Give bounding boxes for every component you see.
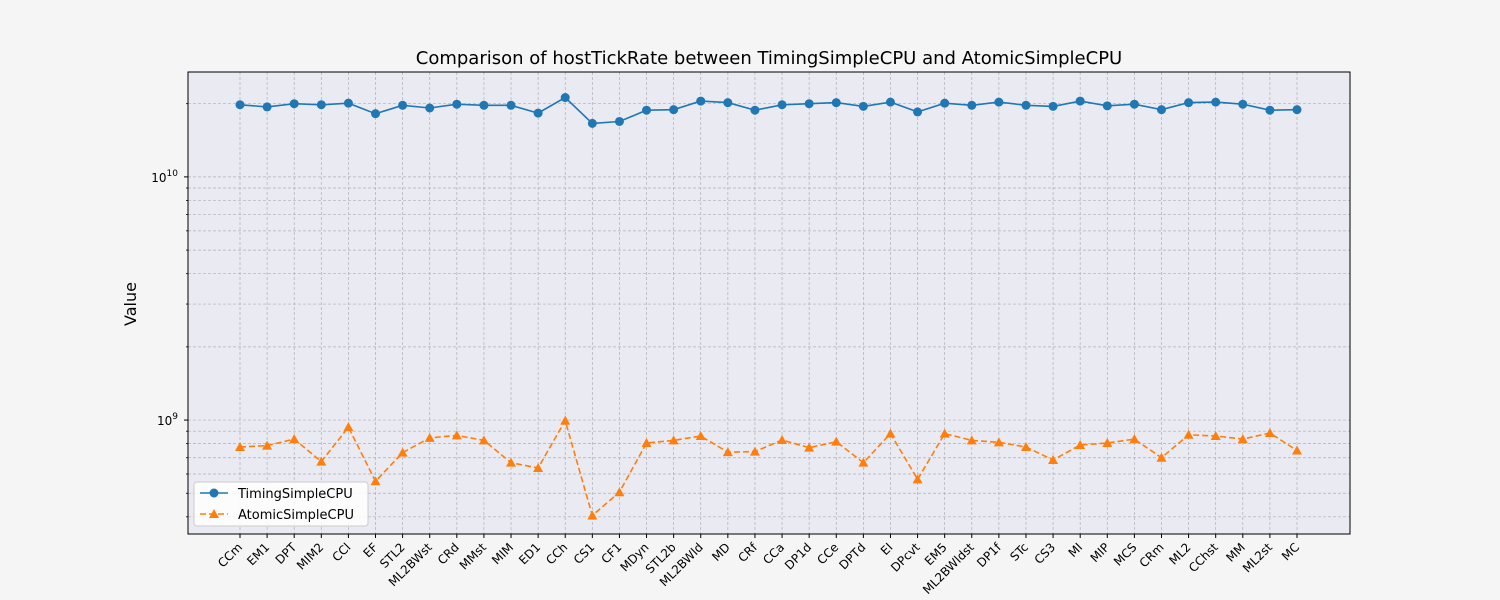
data-point-TimingSimpleCPU xyxy=(262,102,272,112)
data-point-TimingSimpleCPU xyxy=(696,96,706,106)
data-point-TimingSimpleCPU xyxy=(750,105,760,115)
data-point-AtomicSimpleCPU xyxy=(641,437,652,447)
data-point-TimingSimpleCPU xyxy=(614,116,624,126)
chart-title: Comparison of hostTickRate between Timin… xyxy=(416,48,1122,69)
data-point-AtomicSimpleCPU xyxy=(749,446,760,456)
data-point-TimingSimpleCPU xyxy=(425,103,435,113)
data-point-TimingSimpleCPU xyxy=(1102,101,1112,111)
legend-marker-AtomicSimpleCPU xyxy=(209,509,219,518)
data-point-TimingSimpleCPU xyxy=(316,100,326,110)
data-point-TimingSimpleCPU xyxy=(289,99,299,109)
y-tick-label: 1010 xyxy=(151,169,178,185)
data-point-TimingSimpleCPU xyxy=(506,100,516,110)
legend-marker-TimingSimpleCPU xyxy=(209,488,219,498)
data-point-TimingSimpleCPU xyxy=(858,101,868,111)
data-point-AtomicSimpleCPU xyxy=(262,440,273,450)
data-point-TimingSimpleCPU xyxy=(723,98,733,108)
data-point-TimingSimpleCPU xyxy=(1021,100,1031,110)
data-point-AtomicSimpleCPU xyxy=(1264,427,1275,437)
plot-area xyxy=(187,71,1351,535)
data-point-AtomicSimpleCPU xyxy=(722,447,733,457)
y-tick-label: 109 xyxy=(157,412,178,428)
legend-box xyxy=(193,481,369,527)
data-point-TimingSimpleCPU xyxy=(831,98,841,108)
data-point-TimingSimpleCPU xyxy=(1184,98,1194,108)
data-point-AtomicSimpleCPU xyxy=(912,474,923,484)
y-tick-labels: 109 1010 xyxy=(151,169,178,428)
data-point-AtomicSimpleCPU xyxy=(966,435,977,445)
data-point-AtomicSimpleCPU xyxy=(858,457,869,467)
data-point-TimingSimpleCPU xyxy=(1129,99,1139,109)
data-point-AtomicSimpleCPU xyxy=(451,430,462,440)
data-point-AtomicSimpleCPU xyxy=(777,435,788,445)
data-point-AtomicSimpleCPU xyxy=(993,437,1004,447)
data-point-AtomicSimpleCPU xyxy=(424,432,435,442)
data-point-AtomicSimpleCPU xyxy=(370,476,381,486)
legend-label: TimingSimpleCPU xyxy=(237,487,353,502)
data-point-AtomicSimpleCPU xyxy=(1156,452,1167,462)
data-point-AtomicSimpleCPU xyxy=(289,434,300,444)
data-point-AtomicSimpleCPU xyxy=(560,415,571,425)
data-point-AtomicSimpleCPU xyxy=(804,442,815,452)
data-point-AtomicSimpleCPU xyxy=(1048,455,1059,465)
data-point-AtomicSimpleCPU xyxy=(1292,445,1302,455)
plot-frame xyxy=(187,71,1351,535)
data-point-TimingSimpleCPU xyxy=(1211,97,1221,107)
data-point-TimingSimpleCPU xyxy=(1048,101,1058,111)
series-line-TimingSimpleCPU xyxy=(239,96,1298,125)
series-line-AtomicSimpleCPU xyxy=(239,418,1298,517)
grid-lines xyxy=(184,72,1350,538)
data-point-AtomicSimpleCPU xyxy=(1102,437,1113,447)
data-point-AtomicSimpleCPU xyxy=(885,428,896,438)
data-point-AtomicSimpleCPU xyxy=(1020,441,1031,451)
data-point-TimingSimpleCPU xyxy=(777,100,787,110)
data-point-AtomicSimpleCPU xyxy=(478,435,489,445)
data-point-AtomicSimpleCPU xyxy=(533,463,544,473)
data-point-TimingSimpleCPU xyxy=(913,107,923,117)
data-point-TimingSimpleCPU xyxy=(587,118,597,128)
data-point-TimingSimpleCPU xyxy=(642,105,652,115)
data-point-TimingSimpleCPU xyxy=(1265,105,1275,115)
data-point-AtomicSimpleCPU xyxy=(397,447,408,457)
data-point-TimingSimpleCPU xyxy=(371,109,381,119)
data-point-TimingSimpleCPU xyxy=(533,108,543,118)
y-axis-label: Value xyxy=(121,282,140,326)
data-point-AtomicSimpleCPU xyxy=(1237,434,1248,444)
data-point-TimingSimpleCPU xyxy=(804,99,814,109)
data-point-TimingSimpleCPU xyxy=(1156,105,1166,115)
data-point-TimingSimpleCPU xyxy=(560,93,570,103)
legend-label: AtomicSimpleCPU xyxy=(238,508,354,523)
legend: TimingSimpleCPU AtomicSimpleCPU xyxy=(193,481,369,527)
data-point-AtomicSimpleCPU xyxy=(316,456,327,466)
data-point-AtomicSimpleCPU xyxy=(343,422,354,432)
data-point-AtomicSimpleCPU xyxy=(587,510,598,520)
data-point-AtomicSimpleCPU xyxy=(939,428,950,438)
data-point-AtomicSimpleCPU xyxy=(695,430,706,440)
data-point-TimingSimpleCPU xyxy=(885,97,895,107)
data-point-AtomicSimpleCPU xyxy=(1210,430,1221,440)
data-point-AtomicSimpleCPU xyxy=(506,457,517,467)
data-point-AtomicSimpleCPU xyxy=(668,435,679,445)
data-point-TimingSimpleCPU xyxy=(967,100,977,110)
data-point-TimingSimpleCPU xyxy=(994,97,1004,107)
data-point-TimingSimpleCPU xyxy=(1075,96,1085,106)
data-point-TimingSimpleCPU xyxy=(940,98,950,108)
data-point-TimingSimpleCPU xyxy=(235,100,245,110)
data-point-TimingSimpleCPU xyxy=(1238,99,1248,109)
data-point-TimingSimpleCPU xyxy=(669,105,679,115)
data-point-TimingSimpleCPU xyxy=(398,100,408,110)
data-point-TimingSimpleCPU xyxy=(1292,105,1302,115)
data-point-AtomicSimpleCPU xyxy=(614,487,625,497)
data-point-TimingSimpleCPU xyxy=(479,100,489,110)
data-point-AtomicSimpleCPU xyxy=(1183,429,1194,439)
data-point-AtomicSimpleCPU xyxy=(1075,439,1086,449)
data-point-TimingSimpleCPU xyxy=(452,99,462,109)
data-point-AtomicSimpleCPU xyxy=(1129,434,1140,444)
series-layer xyxy=(235,93,1302,520)
data-point-AtomicSimpleCPU xyxy=(235,441,245,451)
data-point-AtomicSimpleCPU xyxy=(831,436,842,446)
data-point-TimingSimpleCPU xyxy=(343,98,353,108)
